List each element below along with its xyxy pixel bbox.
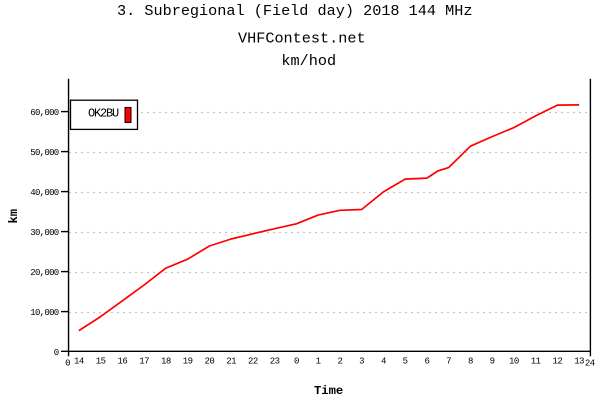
svg-text:OK2BU: OK2BU (88, 107, 119, 121)
svg-text:11: 11 (531, 357, 541, 367)
svg-text:17: 17 (139, 357, 149, 367)
svg-text:21: 21 (226, 357, 236, 367)
svg-text:Time: Time (314, 384, 343, 398)
svg-text:50,000: 50,000 (30, 148, 59, 158)
svg-text:16: 16 (118, 357, 128, 367)
svg-text:9: 9 (490, 357, 495, 367)
svg-text:2: 2 (337, 357, 342, 367)
svg-text:40,000: 40,000 (30, 188, 59, 198)
svg-text:22: 22 (248, 357, 258, 367)
svg-text:3. Subregional (Field day) 201: 3. Subregional (Field day) 2018 144 MHz (117, 2, 472, 20)
svg-text:30,000: 30,000 (30, 228, 59, 238)
svg-text:8: 8 (468, 357, 473, 367)
svg-text:60,000: 60,000 (30, 108, 59, 118)
svg-text:12: 12 (553, 357, 563, 367)
svg-text:14: 14 (74, 357, 84, 367)
svg-text:10,000: 10,000 (30, 308, 59, 318)
svg-text:23: 23 (270, 357, 280, 367)
svg-text:VHFContest.net: VHFContest.net (238, 30, 366, 48)
svg-text:0: 0 (54, 348, 59, 358)
svg-text:7: 7 (446, 357, 451, 367)
svg-text:20,000: 20,000 (30, 268, 59, 278)
svg-text:20: 20 (205, 357, 215, 367)
svg-text:24: 24 (585, 359, 595, 369)
svg-text:3: 3 (359, 357, 364, 367)
svg-text:0: 0 (65, 359, 70, 369)
svg-text:13: 13 (574, 357, 584, 367)
svg-text:km/hod: km/hod (281, 52, 336, 70)
svg-text:10: 10 (509, 357, 519, 367)
svg-text:0: 0 (294, 357, 299, 367)
svg-text:5: 5 (403, 357, 408, 367)
svg-text:1: 1 (316, 357, 321, 367)
svg-text:19: 19 (183, 357, 193, 367)
svg-text:km: km (7, 209, 21, 224)
svg-text:6: 6 (424, 357, 429, 367)
svg-text:4: 4 (381, 357, 386, 367)
svg-text:18: 18 (161, 357, 171, 367)
svg-text:15: 15 (96, 357, 106, 367)
